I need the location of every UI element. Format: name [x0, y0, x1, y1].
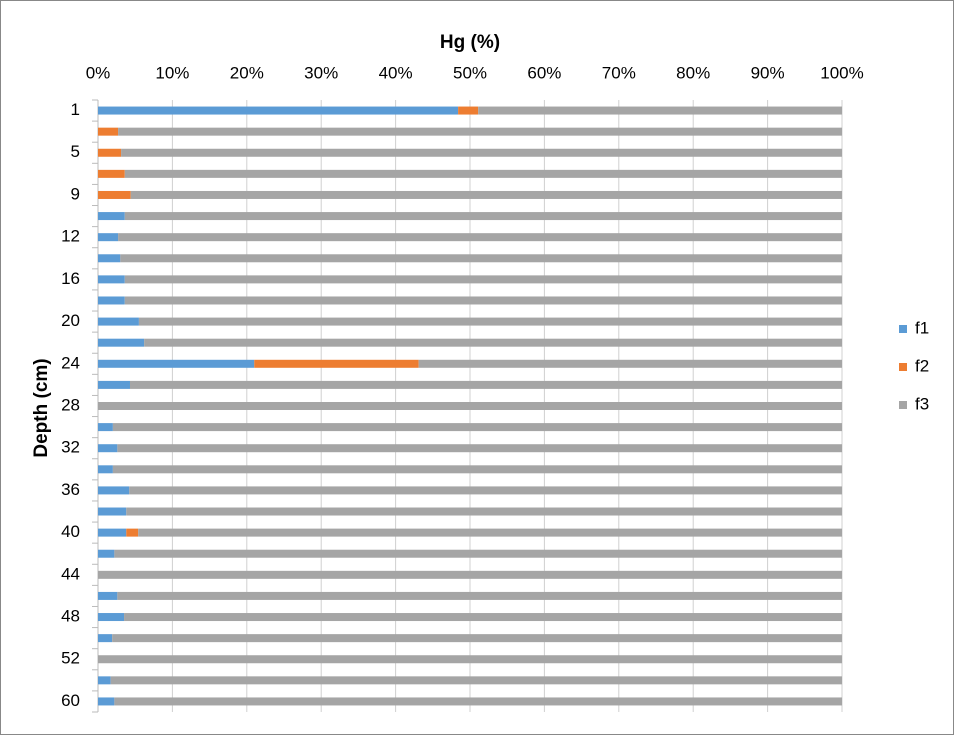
bar-segment — [124, 212, 842, 221]
legend-swatch — [899, 401, 907, 409]
x-tick-label: 40% — [379, 63, 413, 82]
bar-segment — [98, 613, 125, 622]
bar-segment — [138, 528, 842, 537]
bar-segment — [98, 148, 122, 157]
x-tick-label: 70% — [602, 63, 636, 82]
bar-segment — [98, 275, 125, 284]
bar-segment — [98, 486, 130, 495]
y-tick-label: 28 — [61, 395, 80, 414]
bar-segment — [124, 169, 842, 178]
y-tick-label: 1 — [71, 100, 80, 119]
y-tick-label: 36 — [61, 480, 80, 499]
y-tick-label: 40 — [61, 522, 80, 541]
bar-segment — [98, 402, 842, 410]
legend-swatch — [899, 325, 907, 333]
bar-segment — [98, 655, 842, 664]
y-tick-label: 5 — [71, 142, 80, 161]
y-tick-label: 12 — [61, 227, 80, 246]
y-tick-label: 32 — [61, 438, 80, 457]
y-tick-label: 9 — [71, 184, 80, 203]
x-tick-label: 90% — [751, 63, 785, 82]
bar-segment — [121, 148, 842, 157]
bar-segment — [112, 465, 842, 474]
bar-segment — [138, 317, 843, 326]
x-tick-label: 10% — [155, 63, 189, 82]
bar-segment — [98, 296, 125, 305]
chart-title: Hg (%) — [440, 32, 500, 53]
bar-segment — [129, 486, 843, 495]
bar-segment — [98, 359, 255, 368]
bar-segment — [98, 570, 842, 579]
bar-segment — [98, 507, 127, 516]
bar-segment — [124, 275, 842, 284]
bar-segment — [98, 317, 139, 326]
bar-segment — [118, 233, 842, 242]
y-tick-label: 16 — [61, 269, 80, 288]
y-tick-label: 24 — [61, 353, 80, 372]
bar-segment — [118, 127, 842, 136]
bar-segment — [129, 380, 842, 389]
bar-segment — [98, 106, 459, 115]
bar-segment — [458, 106, 479, 115]
bar-segment — [98, 338, 145, 347]
y-tick-label: 20 — [61, 311, 80, 330]
bar-segment — [126, 507, 843, 516]
bar-segment — [254, 359, 419, 368]
bar-segment — [126, 528, 139, 537]
y-tick-label: 48 — [61, 607, 80, 626]
bar-segment — [112, 423, 842, 432]
legend-label: f2 — [915, 356, 929, 375]
bar-segment — [98, 380, 130, 389]
bar-segment — [144, 338, 843, 347]
bar-segment — [98, 697, 115, 706]
x-tick-label: 60% — [527, 63, 561, 82]
x-tick-label: 20% — [230, 63, 264, 82]
bar-segment — [117, 444, 843, 453]
x-tick-label: 100% — [820, 63, 863, 82]
bar-segment — [110, 676, 842, 685]
bar-segment — [120, 254, 842, 263]
bar-segment — [98, 233, 119, 242]
bar-segment — [98, 127, 119, 136]
bar-segment — [114, 549, 843, 558]
bar-segment — [98, 423, 113, 432]
y-tick-label: 44 — [61, 564, 80, 583]
y-axis-label: Depth (cm) — [31, 358, 52, 457]
bar-segment — [117, 591, 843, 600]
legend-swatch — [899, 363, 907, 371]
bar-segment — [98, 212, 125, 221]
bar-segment — [112, 634, 843, 643]
bar-segment — [98, 634, 113, 643]
bar-segment — [98, 549, 115, 558]
bar-segment — [124, 613, 843, 622]
bar-segment — [98, 444, 118, 453]
legend-label: f3 — [915, 394, 929, 413]
x-tick-label: 0% — [86, 63, 111, 82]
bar-segment — [418, 359, 842, 368]
bar-segment — [98, 676, 111, 685]
bar-segment — [98, 591, 118, 600]
bar-segment — [124, 296, 842, 305]
bar-segment — [98, 465, 113, 474]
y-tick-label: 52 — [61, 649, 80, 668]
bar-segment — [98, 169, 125, 178]
x-tick-label: 80% — [676, 63, 710, 82]
y-tick-label: 60 — [61, 691, 80, 710]
bar-segment — [98, 528, 127, 537]
bar-segment — [98, 190, 131, 199]
bar-segment — [98, 254, 121, 263]
x-tick-label: 50% — [453, 63, 487, 82]
bar-segment — [478, 106, 842, 115]
x-tick-label: 30% — [304, 63, 338, 82]
bar-segment — [130, 190, 843, 199]
legend-label: f1 — [915, 318, 929, 337]
bar-segment — [114, 697, 843, 706]
